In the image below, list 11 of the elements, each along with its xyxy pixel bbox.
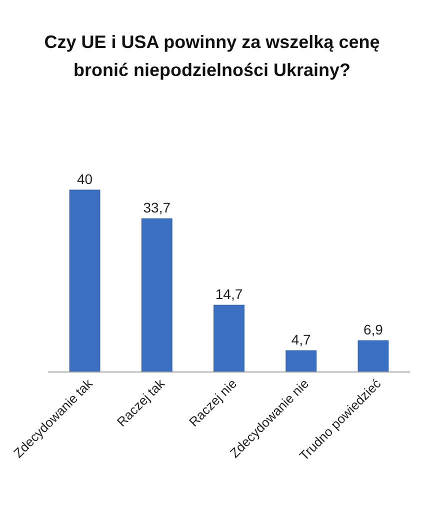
- bar: [141, 218, 172, 372]
- data-label: 4,7: [291, 332, 312, 348]
- chart-title: Czy UE i USA powinny za wszelką cenę bronić niepodzielności Ukrainy?: [44, 32, 380, 80]
- data-label: 40: [76, 171, 93, 187]
- data-label: 33,7: [143, 200, 171, 216]
- data-label: 14,7: [215, 286, 243, 302]
- bar: [286, 350, 317, 372]
- data-label: 6,9: [363, 322, 384, 338]
- bar: [214, 304, 244, 372]
- bar: [358, 340, 389, 372]
- bar: [69, 190, 100, 372]
